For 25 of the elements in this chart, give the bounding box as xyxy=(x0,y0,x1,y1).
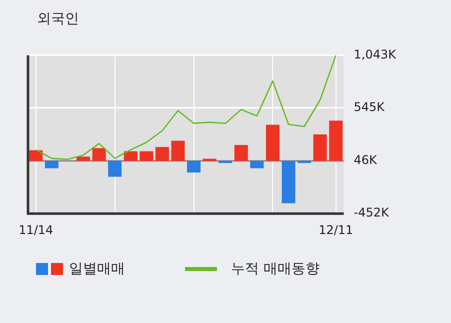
bar xyxy=(92,148,106,161)
bar xyxy=(76,156,90,161)
x-tick-label: 12/11 xyxy=(318,222,354,237)
legend-label: 일별매매 xyxy=(69,260,125,278)
bar xyxy=(250,160,264,168)
y-tick-label: 545K xyxy=(354,100,386,114)
bar xyxy=(187,160,201,172)
chart-title: 외국인 xyxy=(37,10,79,28)
y-tick-label: -452K xyxy=(354,206,390,220)
y-tick-label: 46K xyxy=(354,152,378,167)
bar xyxy=(108,160,122,177)
bar xyxy=(313,134,327,161)
bar xyxy=(171,140,185,161)
bar xyxy=(155,147,169,161)
bar xyxy=(44,160,58,168)
bar xyxy=(266,124,280,161)
bar xyxy=(234,144,248,161)
x-tick-label: 11/14 xyxy=(18,222,54,237)
bar xyxy=(124,151,138,161)
legend-label: 누적 매매동향 xyxy=(231,260,320,278)
bar xyxy=(29,150,43,161)
bar xyxy=(140,151,154,161)
bar xyxy=(282,160,296,204)
bar xyxy=(329,120,343,161)
y-tick-label: 1,043K xyxy=(354,47,398,62)
